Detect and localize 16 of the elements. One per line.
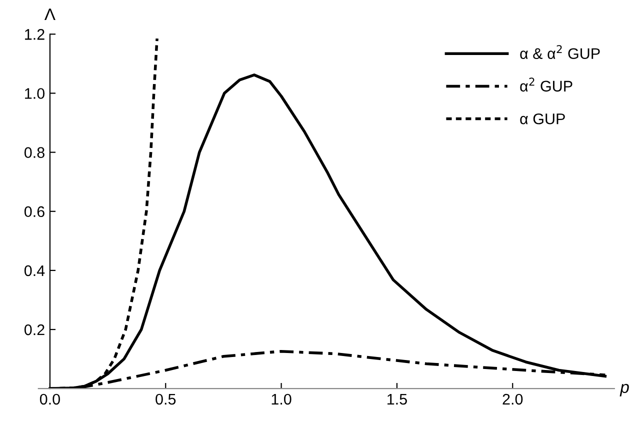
x-tick-label: 2.0 [502, 394, 523, 405]
y-tick-label: 1.2 [25, 29, 44, 40]
legend-label: α GUP [520, 113, 565, 124]
y-tick-label: 0.6 [24, 206, 44, 218]
x-axis-title: p [620, 384, 629, 396]
y-tick-label: 0.8 [24, 147, 44, 158]
x-tick-label: 0.0 [40, 394, 60, 405]
x-tick-label: 1.0 [272, 394, 292, 405]
x-tick-label: 1.5 [388, 394, 407, 405]
y-axis-title: Λ [44, 8, 56, 20]
legend-label: α & α$^{2}$ GUP [520, 45, 600, 60]
y-tick-label: 0.4 [24, 265, 45, 276]
y-tick-label: 0.2 [24, 324, 44, 336]
legend-label: α$^{2}$ GUP [520, 78, 572, 92]
x-tick-label: 0.5 [156, 394, 176, 405]
y-tick-label: 1.0 [25, 88, 45, 99]
